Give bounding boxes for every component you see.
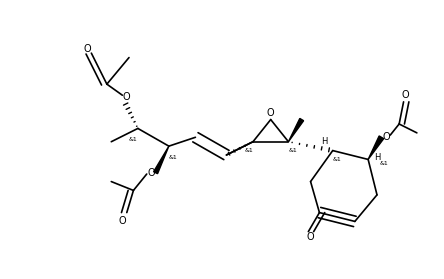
Text: &1: &1 <box>169 155 178 160</box>
Polygon shape <box>289 118 304 142</box>
Text: O: O <box>402 90 410 100</box>
Text: O: O <box>123 92 131 102</box>
Text: &1: &1 <box>244 148 253 153</box>
Text: O: O <box>119 217 126 227</box>
Text: &1: &1 <box>333 157 341 162</box>
Text: H: H <box>321 137 327 146</box>
Text: &1: &1 <box>379 161 388 166</box>
Text: O: O <box>382 132 390 142</box>
Polygon shape <box>154 146 169 174</box>
Text: O: O <box>83 44 91 54</box>
Text: &1: &1 <box>129 137 138 142</box>
Text: O: O <box>307 232 314 242</box>
Text: O: O <box>267 108 274 118</box>
Polygon shape <box>368 136 384 159</box>
Text: O: O <box>147 168 155 178</box>
Text: H: H <box>374 153 380 162</box>
Text: &1: &1 <box>289 148 297 153</box>
